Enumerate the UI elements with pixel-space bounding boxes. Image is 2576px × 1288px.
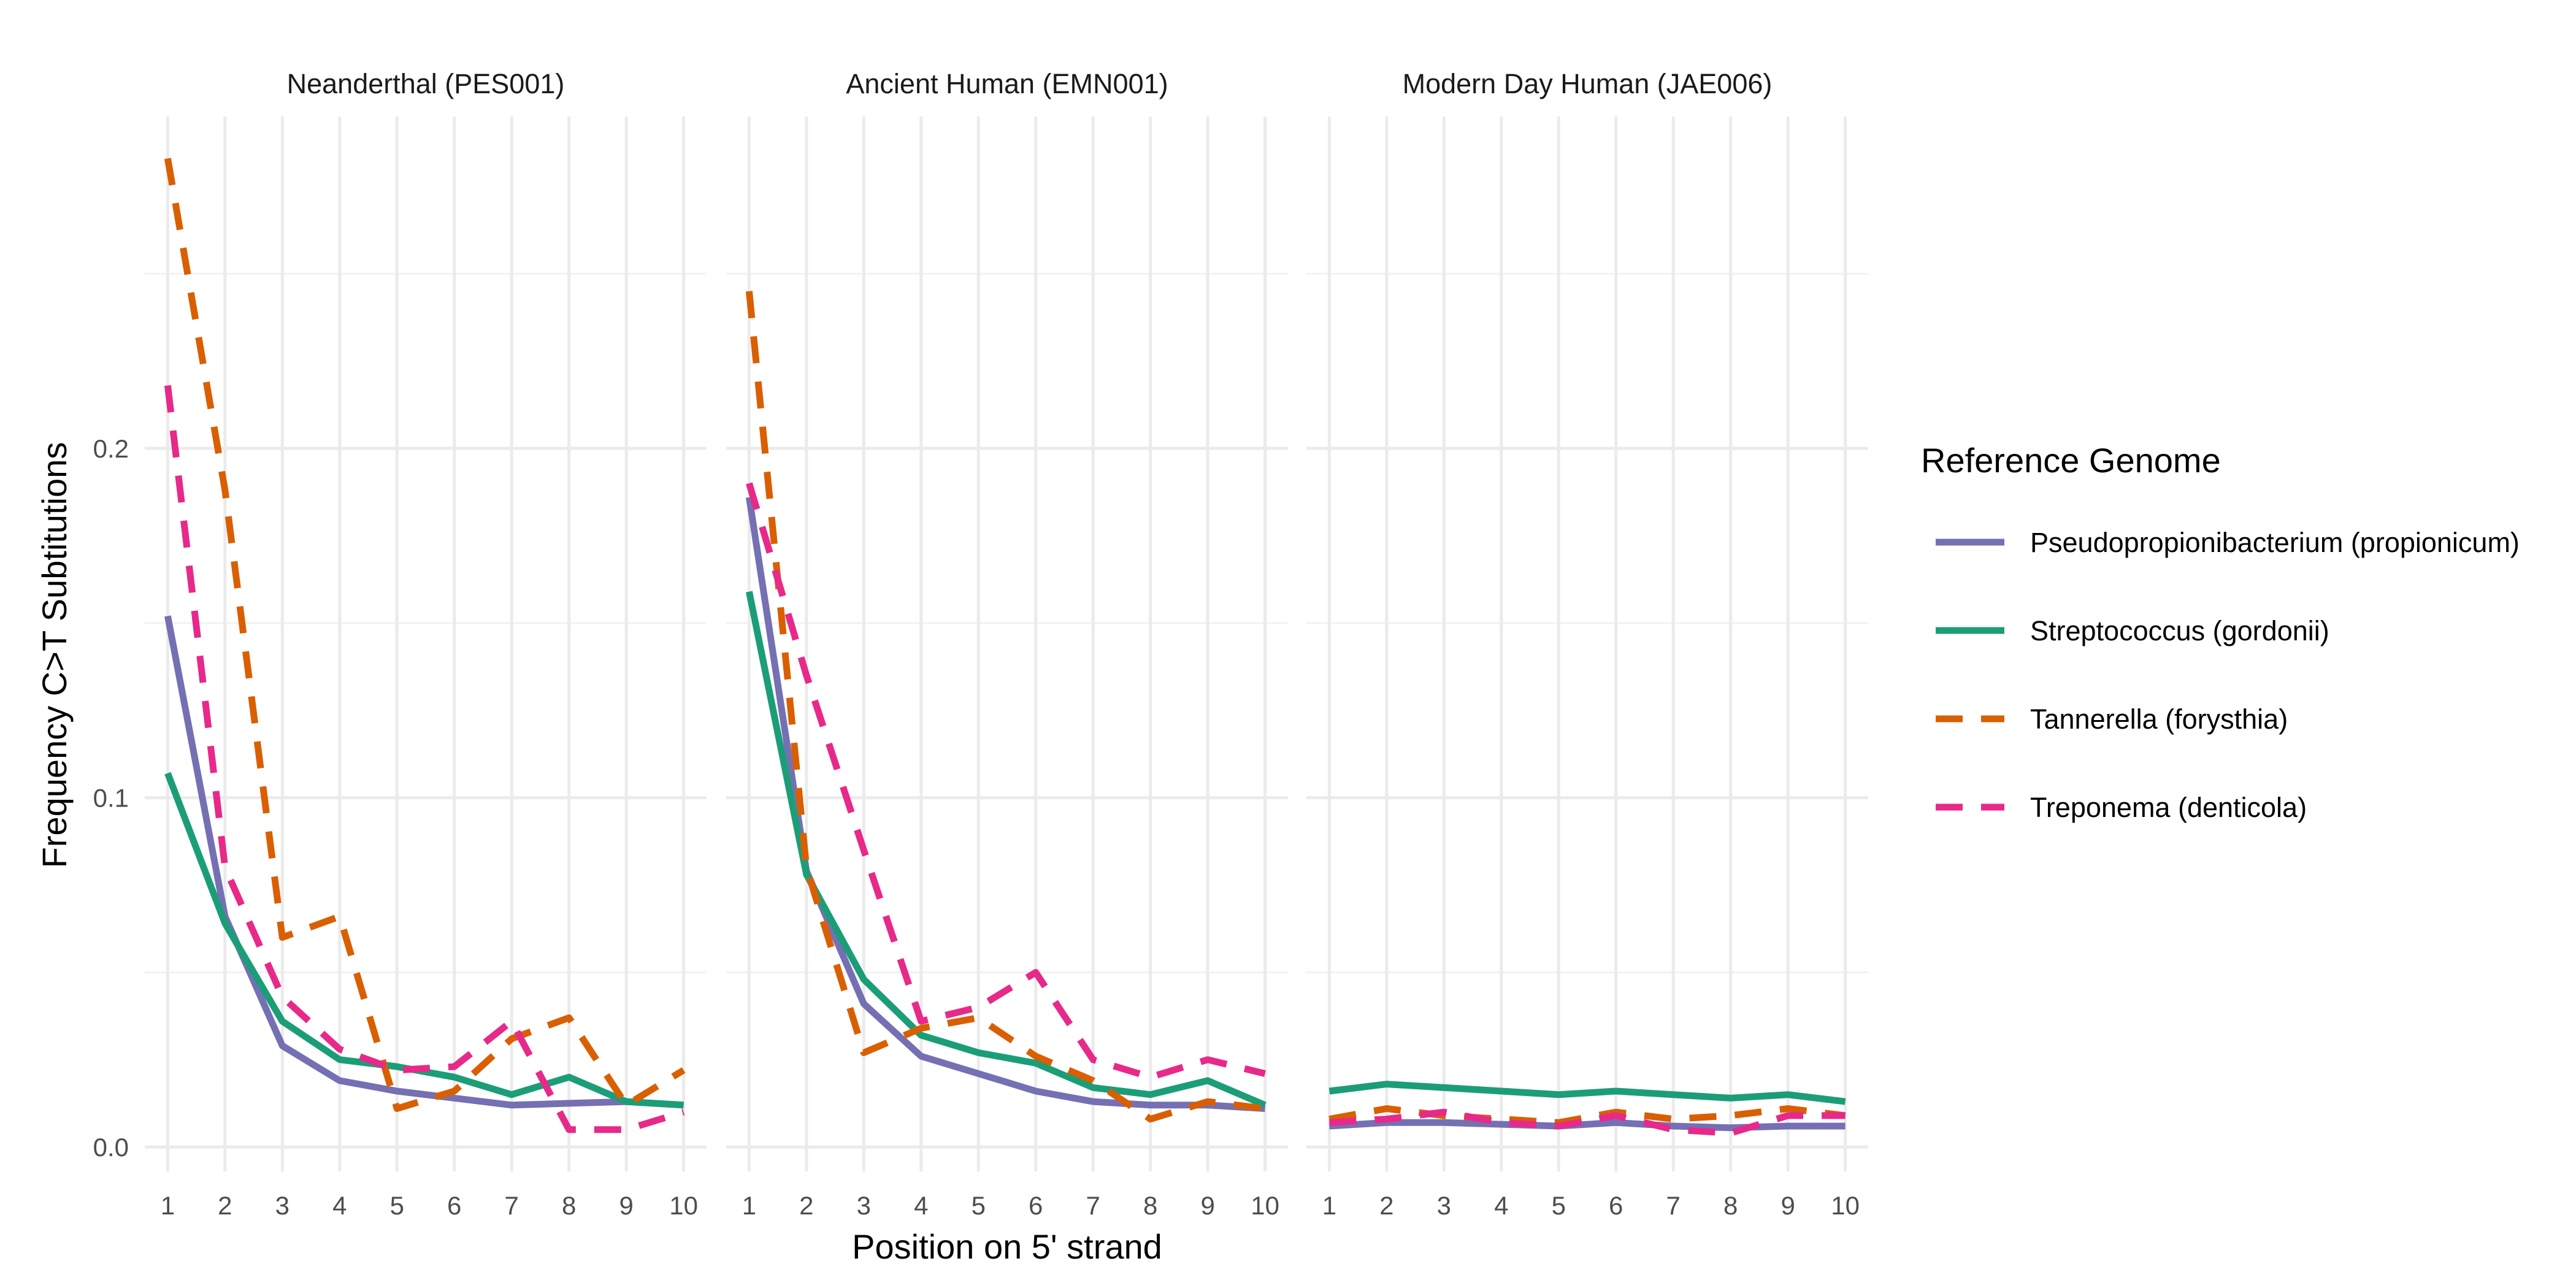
- legend-label: Streptococcus (gordonii): [2030, 615, 2329, 646]
- x-tick-label: 7: [1086, 1191, 1100, 1220]
- x-tick-label: 3: [1437, 1191, 1451, 1220]
- x-tick-label: 8: [1143, 1191, 1157, 1220]
- y-tick-label: 0.1: [93, 784, 129, 813]
- legend-label: Tannerella (forysthia): [2030, 703, 2288, 735]
- x-tick-label: 10: [1831, 1191, 1860, 1220]
- x-tick-label: 3: [275, 1191, 289, 1220]
- x-tick-label: 2: [1379, 1191, 1393, 1220]
- x-tick-label: 7: [505, 1191, 519, 1220]
- x-tick-label: 5: [972, 1191, 986, 1220]
- facet-panel: Neanderthal (PES001) 1 2 3 4 5 6 7 8 9 10 0.0 0.1 0.2: [93, 68, 707, 1220]
- x-tick-label: 8: [562, 1191, 576, 1220]
- x-axis-title: Position on 5' strand: [852, 1227, 1162, 1266]
- legend: Reference Genome Pseudopropionibacterium…: [1921, 441, 2520, 823]
- x-tick-label: 7: [1666, 1191, 1681, 1220]
- facet-panel: Modern Day Human (JAE006) 1 2 3 4 5 6 7 8 9 10: [1306, 68, 1868, 1220]
- x-tick-label: 6: [1609, 1191, 1623, 1220]
- x-tick-label: 3: [857, 1191, 871, 1220]
- x-tick-label: 10: [1251, 1191, 1279, 1220]
- x-tick-label: 6: [447, 1191, 461, 1220]
- x-tick-label: 9: [619, 1191, 633, 1220]
- y-axis-title: Frequency C>T Subtitutions: [35, 442, 74, 868]
- facet-title: Neanderthal (PES001): [287, 68, 565, 99]
- series-line: [745, 291, 1266, 1123]
- x-tick-label: 2: [218, 1191, 232, 1220]
- series-line: [164, 385, 685, 1133]
- legend-title: Reference Genome: [1921, 441, 2221, 480]
- x-tick-label: 8: [1723, 1191, 1738, 1220]
- x-tick-label: 1: [161, 1191, 175, 1220]
- series-line: [745, 496, 1265, 1112]
- y-tick-label: 0.0: [93, 1133, 129, 1162]
- series-line: [164, 615, 684, 1109]
- y-tick-label: 0.2: [93, 434, 129, 463]
- facet-title: Ancient Human (EMN001): [846, 68, 1168, 99]
- x-tick-label: 9: [1200, 1191, 1214, 1220]
- x-tick-label: 4: [332, 1191, 347, 1220]
- facet-panels: Neanderthal (PES001) 1 2 3 4 5 6 7 8 9 10 0.0 0.1 0.2…: [93, 68, 1868, 1220]
- series-line: [164, 158, 686, 1112]
- legend-item: Streptococcus (gordonii): [1936, 615, 2329, 646]
- x-tick-label: 10: [669, 1191, 698, 1220]
- facet-title: Modern Day Human (JAE006): [1403, 68, 1773, 99]
- series-line: [746, 482, 1266, 1081]
- x-tick-label: 1: [1322, 1191, 1336, 1220]
- series-line: [1328, 1105, 1846, 1126]
- x-tick-label: 6: [1029, 1191, 1043, 1220]
- series-line: [164, 772, 684, 1109]
- legend-label: Treponema (denticola): [2030, 792, 2307, 823]
- legend-item: Treponema (denticola): [1936, 792, 2307, 823]
- series-line: [1328, 1081, 1846, 1105]
- x-tick-label: 5: [1552, 1191, 1566, 1220]
- legend-items: Pseudopropionibacterium (propionicum) Str…: [1936, 527, 2520, 823]
- series-line: [746, 591, 1267, 1108]
- x-tick-label: 1: [742, 1191, 756, 1220]
- x-tick-label: 4: [914, 1191, 928, 1220]
- x-tick-label: 5: [390, 1191, 404, 1220]
- legend-item: Tannerella (forysthia): [1936, 703, 2288, 735]
- x-tick-label: 9: [1781, 1191, 1795, 1220]
- facet-panel: Ancient Human (EMN001) 1 2 3 4 5 6 7 8 9 10: [726, 68, 1288, 1220]
- legend-item: Pseudopropionibacterium (propionicum): [1936, 527, 2520, 558]
- x-tick-label: 4: [1494, 1191, 1508, 1220]
- x-tick-label: 2: [799, 1191, 813, 1220]
- legend-label: Pseudopropionibacterium (propionicum): [2030, 527, 2520, 558]
- series-line: [1329, 1119, 1846, 1132]
